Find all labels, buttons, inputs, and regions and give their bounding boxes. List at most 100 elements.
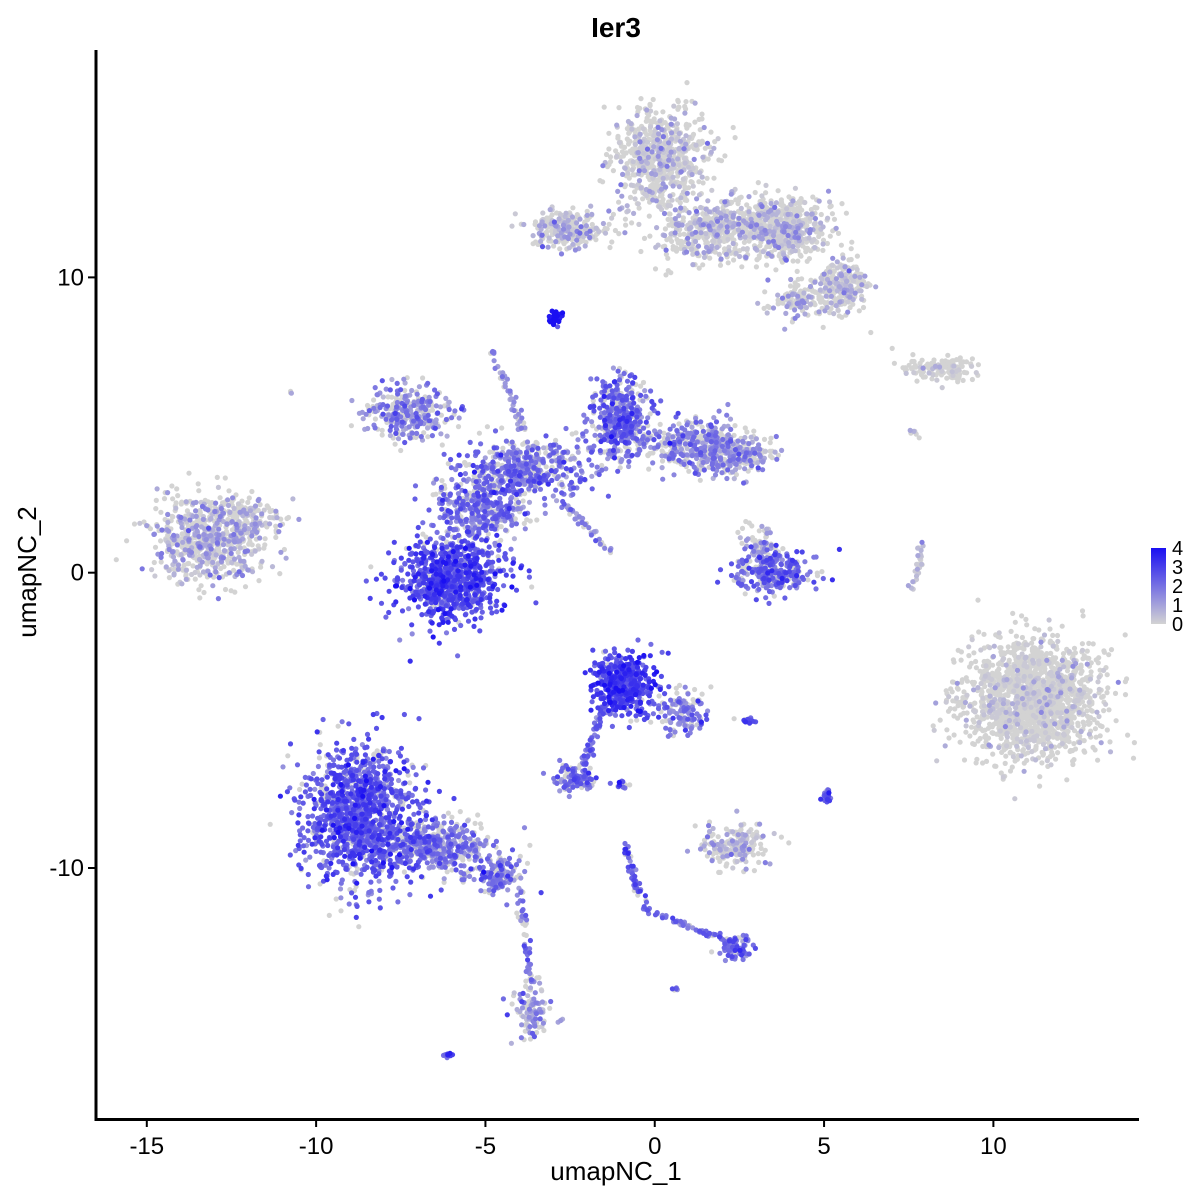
data-point bbox=[1086, 715, 1092, 721]
data-point bbox=[499, 425, 505, 431]
data-point bbox=[955, 715, 961, 721]
data-point bbox=[1108, 647, 1115, 653]
data-point bbox=[316, 755, 322, 761]
data-point bbox=[603, 151, 610, 158]
data-point bbox=[1035, 727, 1041, 734]
data-point bbox=[743, 518, 749, 525]
data-point bbox=[1076, 679, 1083, 685]
data-point bbox=[285, 753, 291, 759]
data-point bbox=[326, 912, 332, 919]
data-point bbox=[681, 231, 687, 237]
data-point bbox=[1106, 652, 1112, 658]
data-point bbox=[457, 809, 463, 815]
data-point bbox=[722, 153, 728, 159]
data-point bbox=[630, 146, 636, 152]
data-point bbox=[402, 387, 408, 394]
data-point bbox=[1023, 616, 1029, 623]
data-point bbox=[1113, 718, 1119, 724]
data-point bbox=[158, 509, 164, 515]
data-point bbox=[733, 472, 740, 478]
data-point bbox=[173, 500, 179, 506]
data-point bbox=[738, 194, 744, 200]
data-point bbox=[1071, 645, 1078, 651]
data-point bbox=[198, 583, 204, 589]
data-point bbox=[174, 549, 180, 555]
data-point bbox=[371, 397, 377, 403]
data-point bbox=[1131, 740, 1137, 746]
data-point bbox=[549, 212, 555, 218]
data-point bbox=[487, 449, 493, 455]
data-point bbox=[216, 548, 222, 554]
data-point bbox=[640, 196, 646, 202]
data-point bbox=[543, 464, 549, 470]
data-point bbox=[239, 498, 245, 504]
data-point bbox=[951, 732, 957, 738]
data-point bbox=[1007, 749, 1014, 755]
data-point bbox=[661, 430, 667, 436]
data-point bbox=[616, 199, 622, 205]
data-point bbox=[790, 258, 796, 264]
data-point bbox=[551, 243, 557, 249]
data-point bbox=[1037, 774, 1043, 780]
data-point bbox=[231, 567, 237, 573]
data-point bbox=[812, 204, 818, 210]
data-point bbox=[712, 139, 718, 145]
data-point bbox=[245, 499, 251, 505]
data-point bbox=[972, 700, 978, 706]
data-point bbox=[1003, 753, 1009, 759]
data-point bbox=[158, 538, 164, 544]
data-point bbox=[1008, 628, 1014, 635]
data-point bbox=[153, 497, 159, 503]
data-point bbox=[174, 486, 180, 492]
data-point bbox=[262, 536, 268, 542]
data-point bbox=[715, 855, 721, 861]
data-point bbox=[755, 851, 761, 857]
data-point bbox=[1019, 713, 1025, 719]
data-point bbox=[1053, 655, 1059, 661]
data-point bbox=[1064, 777, 1070, 783]
data-point bbox=[980, 728, 986, 734]
data-point bbox=[951, 659, 957, 665]
data-point bbox=[684, 80, 690, 86]
data-point bbox=[961, 369, 967, 375]
data-point bbox=[742, 591, 748, 597]
data-point bbox=[534, 975, 540, 981]
data-point bbox=[1081, 677, 1087, 683]
data-point bbox=[246, 541, 252, 547]
data-point bbox=[768, 435, 774, 441]
data-point bbox=[779, 203, 785, 209]
data-point bbox=[725, 260, 731, 266]
data-point bbox=[677, 682, 683, 689]
data-point bbox=[749, 523, 755, 529]
data-point bbox=[616, 105, 622, 111]
data-point bbox=[730, 124, 736, 131]
data-point bbox=[113, 557, 119, 563]
data-point bbox=[1060, 651, 1067, 657]
data-point bbox=[647, 103, 653, 109]
data-point bbox=[975, 738, 981, 744]
data-point bbox=[818, 211, 824, 218]
data-point bbox=[192, 576, 198, 582]
data-point bbox=[197, 595, 203, 601]
data-point bbox=[991, 721, 997, 727]
data-point bbox=[333, 896, 339, 902]
data-point bbox=[405, 772, 411, 778]
data-point bbox=[761, 305, 767, 311]
data-point bbox=[646, 466, 652, 472]
data-point bbox=[979, 689, 985, 695]
data-point bbox=[1055, 700, 1061, 706]
data-point bbox=[553, 437, 559, 443]
data-point bbox=[195, 481, 201, 487]
data-point bbox=[478, 825, 484, 831]
data-point bbox=[420, 375, 426, 381]
data-point bbox=[651, 116, 657, 122]
data-point bbox=[141, 519, 147, 525]
data-point bbox=[682, 103, 688, 110]
data-point bbox=[959, 679, 965, 685]
data-point bbox=[755, 180, 761, 186]
data-point bbox=[646, 213, 652, 219]
data-point bbox=[829, 211, 836, 217]
data-point bbox=[692, 119, 698, 125]
data-point bbox=[749, 535, 756, 541]
data-point bbox=[534, 1029, 540, 1036]
